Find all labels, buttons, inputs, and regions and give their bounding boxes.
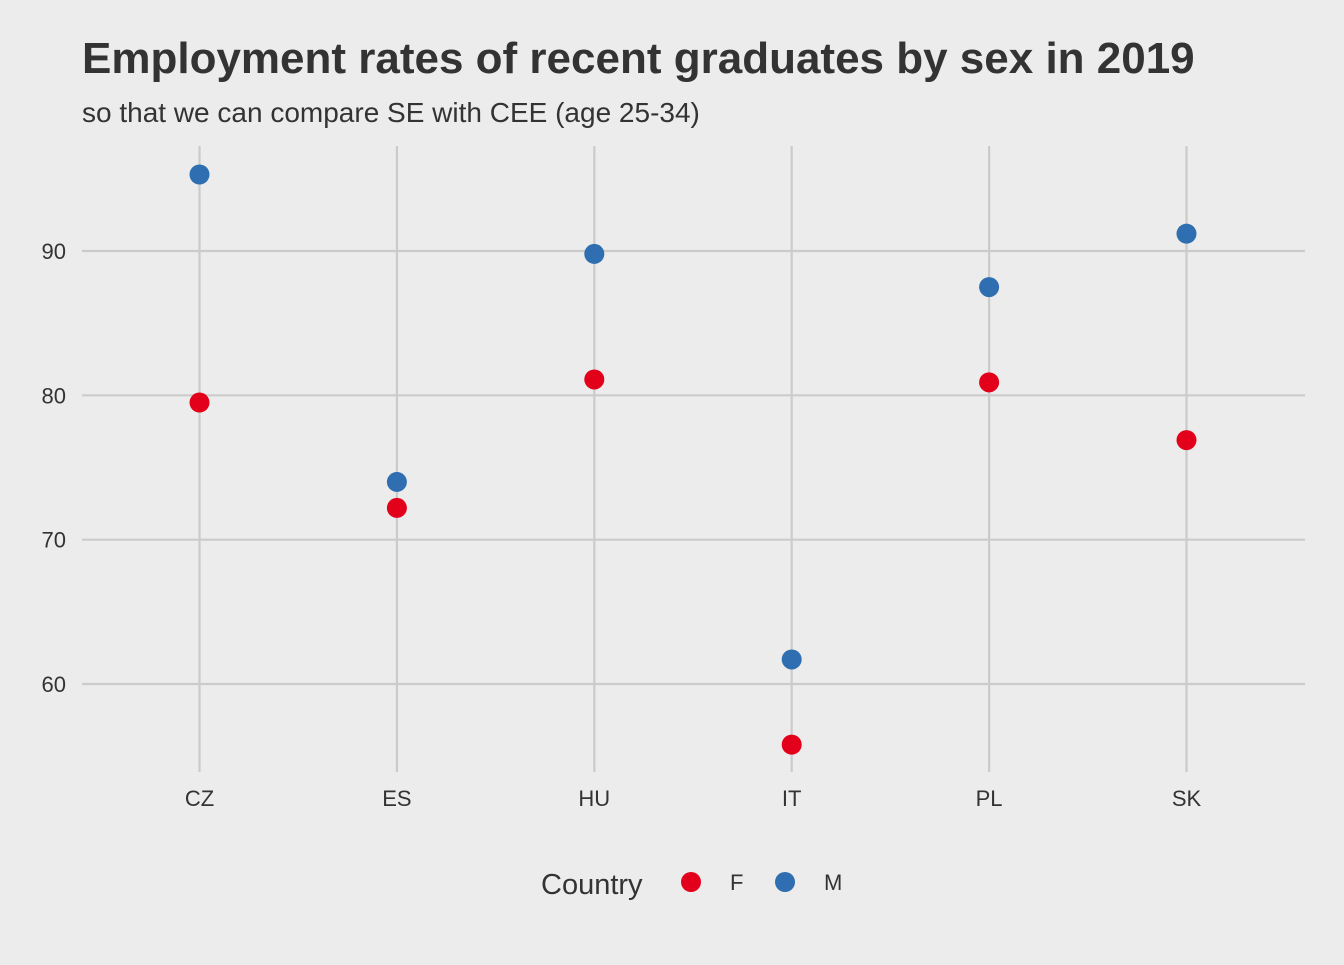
y-tick-label: 80 [42,383,66,408]
data-point-m-cz [189,164,210,185]
x-tick-label-hu: HU [578,786,610,811]
axis-labels: 60 70 80 90 CZ ES HU IT PL SK [42,239,1202,811]
x-tick-label-sk: SK [1172,786,1202,811]
legend-title: Country [541,869,643,901]
data-point-f-it [781,734,802,755]
data-point-m-it [781,649,802,670]
data-point-f-es [386,497,407,518]
data-point-f-cz [189,392,210,413]
data-point-m-pl [979,277,1000,298]
x-tick-label-pl: PL [976,786,1003,811]
data-point-f-pl [979,372,1000,393]
legend-key-m [775,872,795,892]
points-layer [189,164,1197,755]
data-point-f-sk [1176,430,1197,451]
legend-key-f [681,872,701,892]
y-tick-label: 60 [42,672,66,697]
y-tick-label: 90 [42,239,66,264]
grid-layer [82,146,1305,772]
y-tick-label: 70 [42,528,66,553]
chart-subtitle: so that we can compare SE with CEE (age … [82,97,700,128]
data-point-m-sk [1176,223,1197,244]
data-point-m-es [386,471,407,492]
x-tick-label-it: IT [782,786,802,811]
x-tick-label-es: ES [382,786,411,811]
legend: Country F M [541,869,842,901]
data-point-f-hu [584,369,605,390]
chart-title: Employment rates of recent graduates by … [82,34,1195,83]
x-tick-label-cz: CZ [185,786,214,811]
data-point-m-hu [584,243,605,264]
legend-label-m: M [824,870,842,895]
legend-label-f: F [730,870,743,895]
